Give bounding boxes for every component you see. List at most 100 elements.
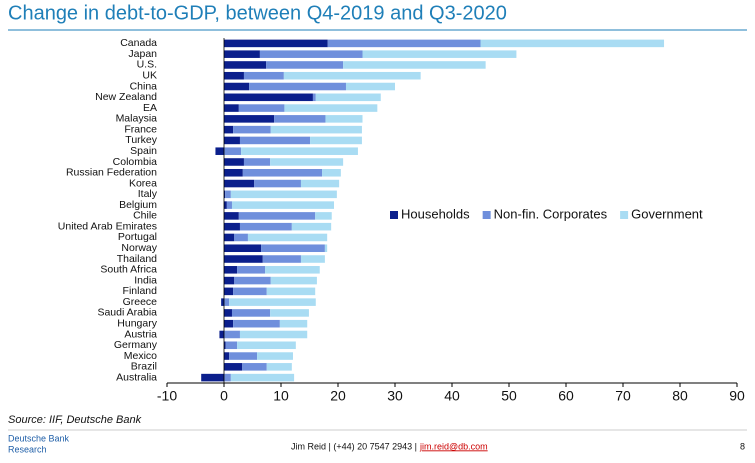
bar-segment	[300, 179, 340, 188]
bar-segment	[224, 255, 263, 263]
x-tick-label: 30	[387, 388, 403, 404]
bar-segment	[343, 61, 486, 69]
y-tick-label: Thailand	[117, 253, 157, 265]
x-tick-label: 80	[672, 388, 688, 404]
x-tick-label: 20	[330, 388, 346, 404]
bar-segment	[315, 212, 332, 220]
page-number: 8	[740, 441, 745, 451]
bar-segment	[238, 212, 316, 220]
bar-segment	[283, 71, 421, 80]
legend-swatch	[620, 211, 629, 219]
bar-segment	[224, 168, 243, 177]
bar-segment	[224, 93, 313, 102]
y-tick-label: Mexico	[124, 350, 157, 362]
y-tick-label: Italy	[138, 188, 158, 200]
x-tick-label: 10	[273, 388, 289, 404]
bar-segment	[325, 115, 363, 123]
bar-segment	[270, 125, 362, 134]
bar-segment	[221, 298, 224, 306]
bar-segment	[239, 136, 311, 145]
bar-segment	[324, 244, 328, 253]
y-tick-label: Austria	[124, 328, 157, 340]
y-tick-label: New Zealand	[95, 91, 157, 103]
bar-segment	[224, 71, 244, 80]
bar-segment	[224, 190, 226, 199]
bar-segment	[234, 233, 248, 242]
bar-segment	[224, 61, 267, 69]
bar-segment	[279, 319, 308, 328]
y-tick-label: Portugal	[118, 231, 157, 243]
bar-segment	[345, 82, 395, 91]
bar-segment	[266, 363, 292, 371]
bar-segment	[310, 136, 362, 145]
bar-segment	[239, 222, 292, 231]
bar-segment	[224, 309, 232, 317]
x-tick-label: 60	[558, 388, 574, 404]
bar-segment	[266, 287, 316, 296]
bar-segment	[270, 276, 317, 285]
y-tick-label: China	[130, 80, 158, 92]
y-tick-label: U.S.	[137, 59, 157, 71]
x-tick-label: 50	[501, 388, 517, 404]
contact: Jim Reid | (+44) 20 7547 2943 |	[291, 441, 417, 451]
bar-segment	[224, 244, 262, 253]
bar-segment	[233, 287, 267, 296]
bar-segment	[224, 104, 239, 112]
bar-segment	[215, 147, 224, 155]
x-tick-label: 0	[220, 388, 228, 404]
bar-segment	[224, 39, 328, 48]
x-tick-label: 70	[615, 388, 631, 404]
legend-label: Non-fin. Corporates	[494, 206, 608, 221]
bar-segment	[265, 266, 320, 274]
y-tick-label: United Arab Emirates	[58, 220, 157, 232]
bar-segment	[239, 330, 308, 339]
bar-segment	[238, 104, 285, 112]
bar-segment	[241, 147, 358, 155]
bar-segment	[229, 298, 316, 306]
bar-segment	[224, 352, 230, 360]
bar-segment	[224, 82, 250, 91]
bar-segment	[259, 50, 363, 58]
y-tick-label: EA	[143, 102, 157, 114]
y-tick-label: Finland	[123, 285, 158, 297]
y-tick-label: Colombia	[113, 156, 158, 168]
bar-segment	[224, 319, 234, 328]
legend-label: Government	[631, 206, 703, 221]
y-tick-label: South Africa	[100, 264, 157, 276]
y-tick-label: Turkey	[125, 134, 157, 146]
y-tick-label: Japan	[128, 48, 157, 60]
bar-segment	[266, 61, 344, 69]
y-tick-label: Greece	[123, 296, 158, 308]
bar-segment	[224, 266, 238, 274]
bar-segment	[234, 276, 271, 285]
y-tick-label: Hungary	[117, 317, 157, 329]
y-tick-label: Belgium	[119, 199, 157, 211]
bar-segment	[243, 71, 284, 80]
y-tick-label: Norway	[121, 242, 157, 254]
bar-segment	[231, 201, 335, 209]
bar-segment	[224, 222, 240, 231]
company: Deutsche Bank	[8, 433, 70, 443]
bar-segment	[224, 179, 255, 188]
bar-segment	[237, 341, 296, 350]
bar-segment	[224, 136, 240, 145]
bar-segment	[224, 115, 275, 123]
bar-segment	[312, 93, 316, 102]
email-link[interactable]: jim.reid@db.com	[419, 441, 488, 451]
bar-segment	[257, 352, 293, 360]
source: Source: IIF, Deutsche Bank	[8, 414, 142, 426]
y-tick-label: Australia	[116, 371, 157, 383]
bar-segment	[224, 158, 244, 166]
bar-segment	[270, 309, 309, 317]
bar-segment	[237, 266, 266, 274]
chart-title: Change in debt-to-GDP, between Q4-2019 a…	[8, 2, 507, 24]
legend-label: Households	[401, 206, 470, 221]
y-tick-label: France	[124, 123, 157, 135]
bar-segment	[224, 363, 243, 371]
legend-swatch	[482, 211, 491, 219]
y-tick-label: Spain	[130, 145, 157, 157]
bar-segment	[201, 373, 224, 382]
bar-segment	[230, 373, 295, 382]
bar-segment	[261, 244, 325, 253]
legend-swatch	[390, 211, 398, 219]
